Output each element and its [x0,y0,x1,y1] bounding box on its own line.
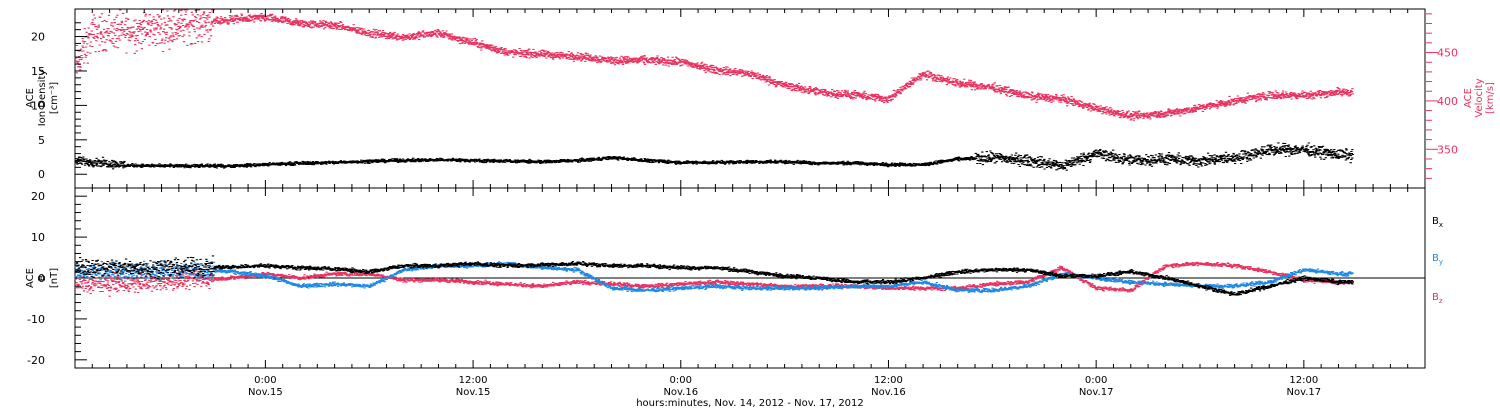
velocity-points [74,9,1354,121]
x-tick-date-label: Nov.15 [456,387,491,398]
x-tick-time-label: 0:00 [254,375,276,386]
b-tick-label: -20 [27,354,45,367]
by-points [74,259,1354,293]
velocity-tick-label: 400 [1437,95,1458,108]
x-tick-time-label: 0:00 [1085,375,1107,386]
velocity-tick-label: 450 [1437,47,1458,60]
density-tick-label: 0 [38,168,45,181]
density-tick-label: 20 [31,31,45,44]
legend-bx-sub: x [1439,221,1443,229]
x-tick-time-label: 0:00 [670,375,692,386]
x-tick-date-label: Nov.16 [663,387,698,398]
x-tick-time-label: 12:00 [459,375,488,386]
x-tick-time-label: 12:00 [1289,375,1318,386]
density-tick-label: 15 [31,65,45,78]
legend-by-sub: y [1439,258,1443,266]
velocity-axis-label-1: ACE [1463,88,1474,108]
b-tick-label: -10 [27,313,45,326]
legend-bx: Bx [1432,216,1443,229]
b-tick-label: 0 [38,272,45,285]
density-tick-label: 5 [38,134,45,147]
velocity-tick-label: 350 [1437,143,1458,156]
axis-ticks [74,9,1438,368]
legend-bz-sub: z [1439,297,1443,305]
bx-points [74,255,1355,296]
legend-bz-label: B [1432,292,1439,303]
b-axis-label-1: ACE [25,268,36,288]
x-tick-date-label: Nov.16 [871,387,906,398]
velocity-axis-label-3: [km/s] [1485,82,1496,114]
top-panel-data [74,9,1354,171]
b-axis-label-2: B [37,274,48,281]
density-tick-label: 10 [31,99,45,112]
legend-bx-label: B [1432,216,1439,227]
x-tick-date-label: Nov.15 [248,387,283,398]
x-tick-time-label: 12:00 [874,375,903,386]
b-tick-label: 10 [31,231,45,244]
legend-bz: Bz [1432,292,1443,305]
velocity-axis-label-2: Velocity [1474,78,1485,117]
b-legend: Bx By Bz [1432,216,1443,305]
tick-labels: 05101520350400450-20-10010200:00Nov.1512… [27,31,1458,398]
bottom-panel-data [74,255,1355,297]
legend-by-label: B [1432,253,1439,264]
density-points [74,142,1354,171]
density-axis-label-3: [cm⁻³] [49,82,60,114]
density-axis-label-2: Ion Density [37,70,48,127]
x-tick-date-label: Nov.17 [1287,387,1322,398]
legend-by: By [1432,253,1443,266]
x-axis-title: hours:minutes, Nov. 14, 2012 - Nov. 17, … [636,398,864,409]
density-axis-label-1: ACE [25,88,36,108]
b-tick-label: 20 [31,190,45,203]
x-tick-date-label: Nov.17 [1079,387,1114,398]
b-axis-label-3: [nT] [49,268,60,288]
